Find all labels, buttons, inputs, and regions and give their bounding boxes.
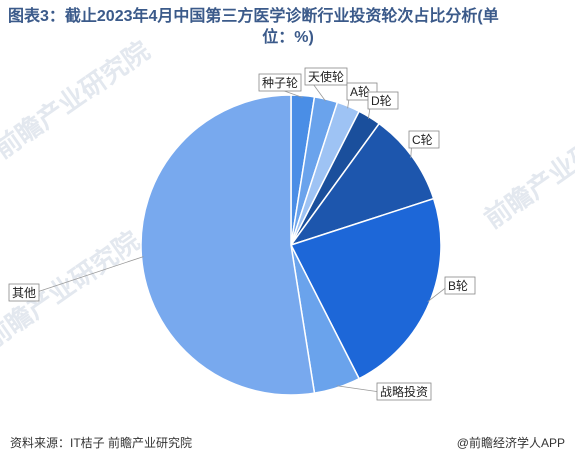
slice-label: D轮: [371, 94, 392, 108]
slice-label-box: [304, 67, 348, 86]
pie-slice: [140, 94, 316, 396]
slice-label: 其他: [12, 286, 36, 300]
slice-label: 战略投资: [380, 384, 428, 399]
leader-line: [33, 256, 144, 294]
chart-title-line1: 图表3：截止2023年4月中国第三方医学诊断行业投资轮次占比分析(单: [8, 8, 499, 25]
chart-title-line2: 位：%): [262, 29, 314, 46]
slice-label-box: [367, 91, 399, 110]
slice-label-box: [408, 130, 440, 149]
slice-label: A轮: [350, 85, 370, 99]
slice-label: C轮: [412, 133, 433, 147]
brand-label: @前瞻经济学人APP: [456, 436, 565, 450]
slice-label-box: [376, 382, 432, 401]
slice-label-box: [258, 73, 302, 92]
slice-label-box: [8, 283, 40, 302]
slice-label-box: [444, 276, 476, 295]
pie-slice: [289, 122, 435, 247]
slice-label: 天使轮: [308, 69, 344, 84]
slice-label: 种子轮: [262, 76, 298, 90]
source-note: 资料来源：IT桔子 前瞻产业研究院: [10, 436, 192, 450]
slice-label: B轮: [448, 279, 468, 293]
pie-slice: [289, 197, 442, 380]
chart-title: 图表3：截止2023年4月中国第三方医学诊断行业投资轮次占比分析(单 位：%): [8, 6, 568, 48]
leader-line: [336, 385, 381, 393]
